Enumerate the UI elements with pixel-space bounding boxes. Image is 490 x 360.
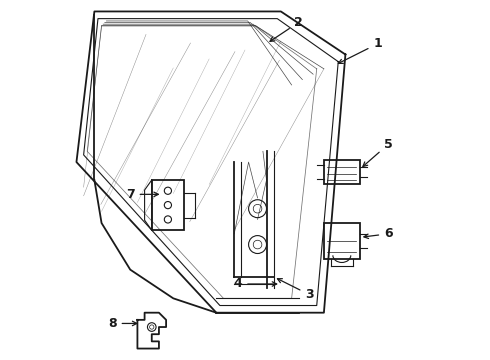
Text: 6: 6: [364, 227, 393, 240]
Text: 5: 5: [363, 138, 393, 166]
Text: 3: 3: [277, 279, 314, 301]
Text: 2: 2: [270, 16, 303, 41]
Text: 8: 8: [108, 317, 137, 330]
Bar: [324, 160, 360, 184]
Text: 4: 4: [233, 278, 277, 291]
Bar: [324, 223, 360, 259]
Bar: [152, 180, 184, 230]
Text: 7: 7: [126, 188, 158, 201]
Text: 1: 1: [339, 37, 382, 63]
